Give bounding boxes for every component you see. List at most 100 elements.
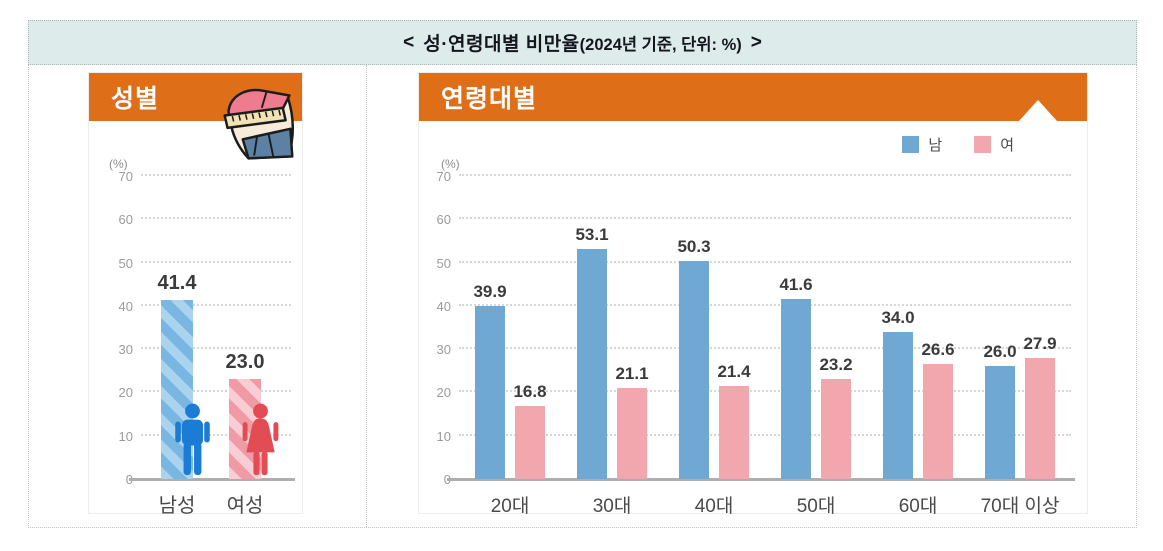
bar-pair: 53.1 21.1 (575, 225, 649, 479)
age-panel-header: 연령대별 (419, 73, 1087, 121)
figure-title-main: 성·연령대별 비만율 (423, 34, 580, 55)
bar-value-label: 16.8 (513, 382, 547, 402)
grid-line (141, 390, 291, 393)
x-axis-baseline (447, 478, 1075, 481)
bar-남: 39.9 (473, 282, 507, 479)
figure-title-paren: (2024년 기준, 단위: %) (579, 35, 742, 54)
x-axis-label: 50대 (796, 496, 836, 517)
gender-chart-unit-label: (%) (109, 157, 128, 171)
figure-title-band: < 성·연령대별 비만율 (2024년 기준, 단위: %) > (28, 20, 1137, 65)
x-axis-label: 20대 (490, 496, 530, 517)
grid-line (459, 433, 1071, 436)
x-axis-label: 여성 (226, 495, 264, 517)
grid-line (459, 260, 1071, 263)
y-axis-label: 20 (118, 385, 133, 401)
header-notch (1019, 100, 1057, 121)
bar-pair: 26.0 27.9 (983, 334, 1057, 479)
gender-panel-title: 성별 (111, 85, 160, 113)
male-legend-label: 남 (928, 137, 943, 154)
age-panel-title: 연령대별 (441, 85, 538, 113)
grid-line (459, 303, 1071, 306)
bar-value-label: 21.4 (717, 362, 751, 382)
y-axis-label: 70 (436, 169, 451, 184)
bar-value-label: 27.9 (1023, 334, 1057, 354)
male-figure-icon (175, 403, 210, 476)
grid-line (141, 217, 291, 220)
bar-여: 27.9 (1023, 334, 1057, 479)
y-axis-label: 60 (118, 212, 133, 228)
grid-line (459, 390, 1071, 393)
grid-line (141, 174, 291, 176)
bar-남: 26.0 (983, 342, 1017, 479)
grid-line (459, 174, 1071, 176)
y-axis-label: 30 (118, 342, 133, 358)
age-column: 연령대별 남 여 (%) 01020304050607039.916.820대5… (367, 65, 1136, 527)
bar-pair: 34.0 26.6 (881, 308, 955, 479)
grid-line (141, 347, 291, 350)
bar-value-label: 26.6 (921, 339, 955, 359)
bar-value-label: 53.1 (575, 225, 609, 245)
y-axis-label: 40 (436, 298, 451, 314)
y-axis-label: 50 (118, 255, 133, 271)
content-area: 성별 (28, 65, 1137, 528)
bar-value-label: 41.4 (157, 271, 197, 294)
age-chart-unit-label: (%) (441, 157, 460, 171)
gender-column: 성별 (29, 65, 367, 527)
x-axis-label: 30대 (592, 496, 632, 517)
gender-chart: 01020304050607041.4남성 23.0여성 (119, 169, 295, 517)
bar-여: 23.2 (819, 355, 853, 479)
grid-line (141, 433, 291, 436)
bar-value-label: 23.0 (225, 351, 265, 374)
x-axis-label: 60대 (898, 496, 938, 517)
bar-group-70대 이상: 26.0 27.9 70대 이상 (981, 334, 1060, 517)
title-bracket-close: > (750, 31, 762, 53)
title-bracket-open: < (403, 31, 415, 53)
bar-group-50대: 41.6 23.2 50대 (779, 275, 853, 517)
bar-pair: 50.3 21.4 (677, 237, 751, 479)
grid-line (459, 347, 1071, 350)
y-axis-label: 30 (436, 342, 451, 358)
bar-group-60대: 34.0 26.6 60대 (881, 308, 955, 517)
x-axis-label: 40대 (694, 496, 734, 517)
age-panel: 연령대별 남 여 (%) 01020304050607039.916.820대5… (418, 72, 1088, 517)
legend-item-female: 여 (974, 134, 1014, 155)
figure-container: < 성·연령대별 비만율 (2024년 기준, 단위: %) > 성별 (28, 20, 1137, 528)
bar-groups: 39.9 16.8 20대 53.1 21.1 30대 50.3 21.4 40대 41.6 23.… (459, 176, 1071, 517)
legend-item-male: 남 (902, 134, 942, 155)
y-axis-label: 70 (118, 169, 133, 184)
y-axis-label: 10 (118, 428, 133, 444)
bar-남: 41.6 (779, 275, 813, 479)
bar-group-30대: 53.1 21.1 30대 (575, 225, 649, 517)
bar-여: 21.1 (615, 364, 649, 479)
bar-value-label: 50.3 (677, 237, 711, 257)
x-axis-label: 남성 (158, 495, 196, 517)
bar-남: 34.0 (881, 308, 915, 479)
x-axis-label: 70대 이상 (980, 496, 1060, 517)
bar-group-40대: 50.3 21.4 40대 (677, 237, 751, 517)
grid-line (459, 217, 1071, 220)
bar-남: 53.1 (575, 225, 609, 479)
bar-group-20대: 39.9 16.8 20대 (473, 282, 547, 517)
y-axis-label: 60 (436, 212, 451, 228)
grid-line (141, 260, 291, 263)
female-legend-label: 여 (1000, 137, 1014, 154)
female-legend-swatch-icon (974, 136, 992, 153)
x-axis-baseline (129, 478, 295, 481)
y-axis-label: 10 (436, 428, 451, 444)
male-legend-swatch-icon (902, 136, 920, 153)
bar-여: 26.6 (921, 340, 955, 479)
bar-value-label: 21.1 (615, 363, 649, 383)
bar-value-label: 41.6 (779, 274, 813, 294)
age-group-chart: 01020304050607039.916.820대53.121.130대50.… (437, 169, 1075, 517)
bar-pair: 39.9 16.8 (473, 282, 547, 479)
grid-line (141, 303, 291, 306)
y-axis-label: 50 (436, 255, 451, 271)
y-axis-label: 20 (436, 385, 451, 401)
waist-measuring-tape-icon (223, 88, 294, 160)
y-axis-label: 40 (118, 298, 133, 314)
bar-여: 21.4 (717, 362, 751, 479)
bar-pair: 41.6 23.2 (779, 275, 853, 479)
bar-value-label: 23.2 (819, 354, 853, 374)
chart-legend: 남 여 (902, 134, 1014, 155)
bar-value-label: 26.0 (983, 342, 1017, 362)
